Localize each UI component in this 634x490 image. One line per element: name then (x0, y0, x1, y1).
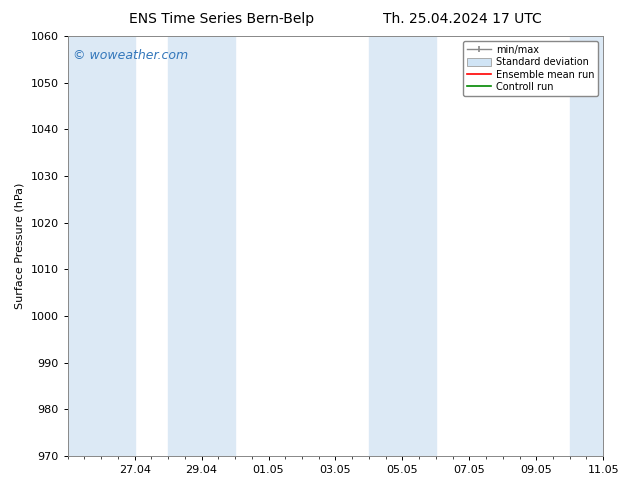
Legend: min/max, Standard deviation, Ensemble mean run, Controll run: min/max, Standard deviation, Ensemble me… (463, 41, 598, 96)
Bar (369, 36, 436, 456)
Text: Th. 25.04.2024 17 UTC: Th. 25.04.2024 17 UTC (384, 12, 542, 26)
Text: ENS Time Series Bern-Belp: ENS Time Series Bern-Belp (129, 12, 314, 26)
Bar (570, 36, 603, 456)
Y-axis label: Surface Pressure (hPa): Surface Pressure (hPa) (15, 183, 25, 309)
Bar (168, 36, 235, 456)
Text: © woweather.com: © woweather.com (73, 49, 188, 62)
Bar (68, 36, 134, 456)
